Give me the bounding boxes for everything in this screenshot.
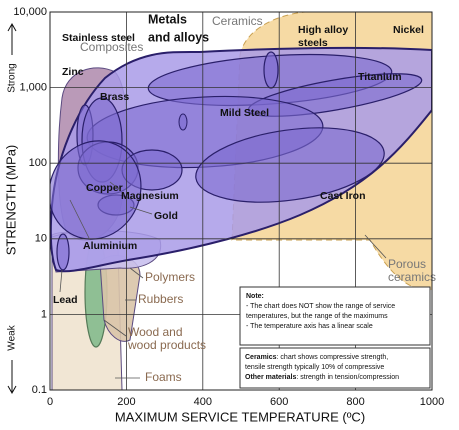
region-9 — [263, 51, 279, 89]
region-label: Titanium — [358, 71, 402, 83]
region-label: Zinc — [62, 66, 84, 78]
note-line: temperatures, but the range of the maxim… — [246, 313, 388, 320]
region-label: wood products — [127, 338, 206, 352]
region-20 — [56, 233, 70, 271]
region-label: Composites — [80, 40, 143, 54]
y-weak: Weak — [7, 324, 18, 350]
region-label: High alloy — [298, 24, 348, 36]
x-axis-label: MAXIMUM SERVICE TEMPERATURE (ºC) — [115, 409, 365, 424]
y-tick-label: 100 — [29, 157, 47, 169]
x-tick-label: 600 — [270, 396, 288, 408]
arrow-down — [7, 360, 17, 395]
region-label: Polymers — [145, 270, 195, 284]
region-label: Brass — [100, 91, 129, 103]
regions — [50, 12, 432, 390]
y-axis-label: STRENGTH (MPa) — [3, 145, 18, 256]
region-label: Rubbers — [138, 292, 183, 306]
region-label: Mild Steel — [220, 107, 269, 119]
region-label: Magnesium — [121, 190, 179, 202]
x-tick-label: 200 — [117, 396, 135, 408]
plot-frame — [49, 11, 433, 391]
region-label: Nickel — [393, 24, 424, 36]
x-tick-label: 800 — [346, 396, 364, 408]
x-tick-label: 1000 — [420, 396, 444, 408]
footnote-part: Other materials — [245, 374, 296, 381]
footnote-line: Other materials: strength in tension/com… — [245, 374, 399, 381]
leader-line — [129, 267, 144, 279]
region-label: Gold — [154, 210, 178, 222]
region-label: and alloys — [148, 30, 209, 44]
region-label: Stainless steel — [62, 32, 135, 44]
footnote-box — [239, 347, 431, 389]
footnote-part: : chart shows compressive strength, — [277, 354, 389, 361]
leader-line — [364, 234, 387, 259]
region-label: ceramics — [388, 270, 436, 284]
x-tick-label: 0 — [47, 396, 53, 408]
region-label: Wood and — [128, 325, 183, 339]
region-label: Ceramics — [212, 14, 263, 28]
footnote-part: tensile strength typically 10% of compre… — [245, 364, 384, 371]
notes: Note: - The chart does NOT show the range… — [239, 286, 431, 389]
arrow-up — [7, 22, 17, 55]
note-title: Note: — [246, 293, 264, 300]
note-line: - The temperature axis has a linear scal… — [246, 323, 373, 330]
y-tick-label: 10,000 — [13, 6, 47, 18]
footnote-line: tensile strength typically 10% of compre… — [245, 364, 384, 371]
region-label: Porous — [388, 257, 426, 271]
region-label: Foams — [145, 370, 182, 384]
leader-line — [129, 206, 153, 215]
region-label: Metals — [148, 12, 187, 26]
leader-line — [109, 181, 121, 191]
leader-line — [69, 199, 91, 241]
y-tick-label: 1,000 — [19, 82, 47, 94]
region-18 — [195, 127, 385, 203]
footnote-part: : strength in tension/compression — [296, 374, 399, 381]
leader-line — [103, 319, 127, 337]
footnote-line: Ceramics: chart shows compressive streng… — [245, 354, 388, 361]
x-tick-label: 400 — [194, 396, 212, 408]
region-label: steels — [298, 37, 328, 49]
note-box — [239, 286, 431, 346]
region-minor — [178, 113, 188, 131]
y-tick-label: 0.1 — [32, 384, 47, 396]
y-tick-label: 10 — [35, 233, 47, 245]
note-line: - The chart does NOT show the range of s… — [246, 303, 395, 310]
region-label: Cast Iron — [320, 190, 366, 202]
y-strong: Strong — [7, 63, 18, 92]
region-label: Aluminium — [83, 240, 137, 252]
region-label: Lead — [53, 294, 78, 306]
y-tick-label: 1 — [41, 308, 47, 320]
footnote-part: Ceramics — [245, 354, 277, 361]
leader-line — [59, 269, 63, 293]
